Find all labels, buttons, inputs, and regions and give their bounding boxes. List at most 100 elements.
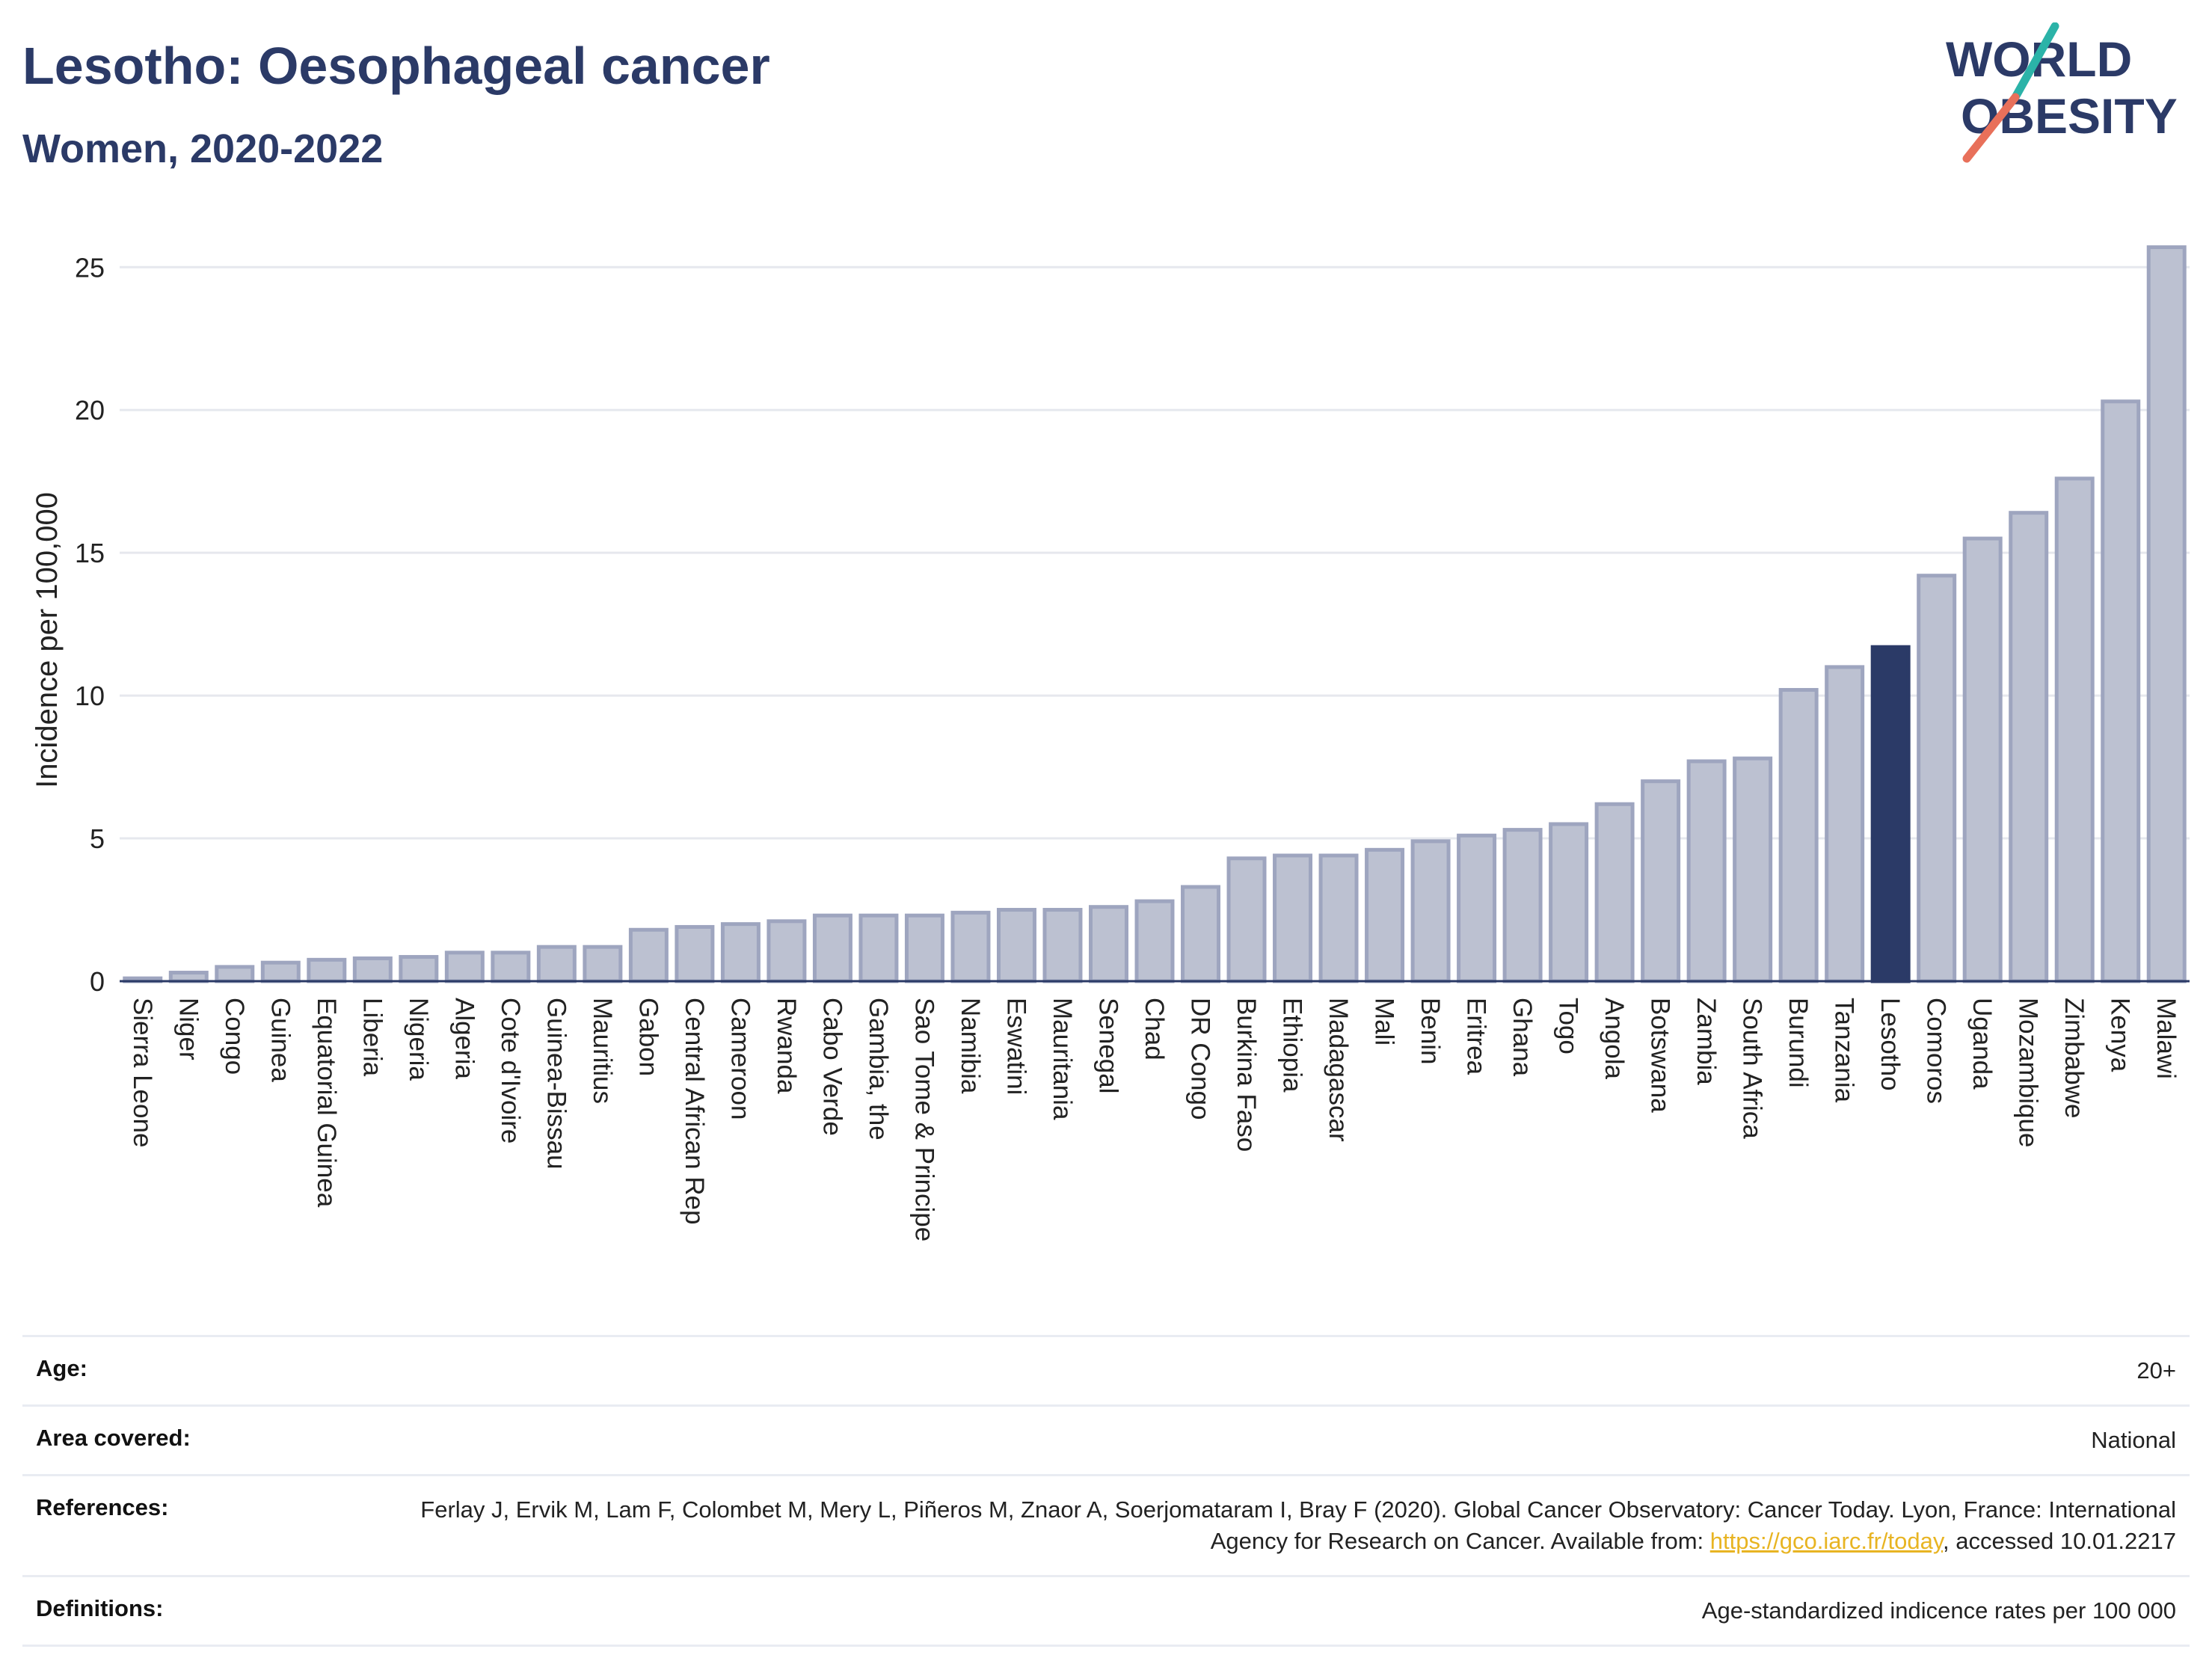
x-tick-label: Burundi bbox=[1784, 998, 1813, 1088]
bar-mauritania bbox=[1042, 908, 1083, 983]
y-axis-ticks: 0 5 10 15 20 25 bbox=[75, 252, 105, 997]
bar-congo bbox=[215, 965, 255, 983]
x-tick-label: Central African Rep bbox=[680, 998, 709, 1224]
bar-botswana bbox=[1641, 779, 1681, 983]
meta-value: Ferlay J, Ervik M, Lam F, Colombet M, Me… bbox=[419, 1494, 2176, 1557]
bars bbox=[123, 245, 2187, 983]
x-tick-label: DR Congo bbox=[1186, 998, 1215, 1120]
x-tick-label: Niger bbox=[173, 998, 203, 1060]
x-tick-label: Benin bbox=[1416, 998, 1445, 1065]
x-tick-label: Ethiopia bbox=[1278, 998, 1307, 1093]
x-tick-label: Guinea-Bissau bbox=[541, 998, 571, 1170]
bar-comoros bbox=[1917, 574, 1957, 983]
bar-cabo-verde bbox=[812, 913, 852, 983]
meta-key: Area covered: bbox=[36, 1425, 191, 1451]
x-tick-label: Chad bbox=[1140, 998, 1169, 1060]
meta-key: References: bbox=[36, 1494, 169, 1520]
bar-madagascar bbox=[1318, 853, 1359, 983]
y-tick-label: 5 bbox=[90, 823, 105, 854]
bar-chad bbox=[1134, 899, 1175, 983]
x-tick-label: Rwanda bbox=[772, 998, 801, 1094]
meta-row-references: References: Ferlay J, Ervik M, Lam F, Co… bbox=[22, 1474, 2190, 1575]
bar-zambia bbox=[1686, 759, 1727, 983]
bar-ethiopia bbox=[1273, 853, 1313, 983]
y-axis-title: Incidence per 100,000 bbox=[31, 492, 64, 788]
bar-eritrea bbox=[1457, 833, 1497, 983]
logo-red-slash bbox=[1962, 93, 2020, 163]
x-tick-label: Zimbabwe bbox=[2059, 998, 2089, 1118]
bar-burkina-faso bbox=[1226, 856, 1267, 983]
bar-kenya bbox=[2101, 399, 2141, 983]
reference-link[interactable]: https://gco.iarc.fr/today bbox=[1709, 1528, 1944, 1554]
x-tick-label: Burkina Faso bbox=[1232, 998, 1261, 1152]
bar-namibia bbox=[950, 910, 991, 983]
x-tick-label: Lesotho bbox=[1875, 998, 1905, 1091]
bar-tanzania bbox=[1825, 665, 1865, 983]
x-tick-label: Gambia, the bbox=[864, 998, 893, 1140]
bar-lesotho bbox=[1870, 645, 1911, 983]
x-tick-label: Cameroon bbox=[725, 998, 755, 1120]
bar-uganda bbox=[1962, 536, 2003, 983]
x-tick-label: Cote d'Ivoire bbox=[496, 998, 525, 1143]
bar-gabon bbox=[628, 927, 669, 983]
bar-ghana bbox=[1502, 828, 1543, 983]
bar-guinea bbox=[260, 960, 301, 983]
x-tick-label: Ghana bbox=[1508, 998, 1537, 1077]
x-tick-label: Sao Tome & Principe bbox=[909, 998, 938, 1241]
x-tick-label: Liberia bbox=[357, 998, 387, 1077]
chart-subtitle: Women, 2020-2022 bbox=[22, 126, 384, 171]
bar-equatorial-guinea bbox=[307, 957, 347, 983]
bar-malawi bbox=[2146, 245, 2187, 983]
meta-key: Definitions: bbox=[36, 1595, 164, 1621]
bar-burundi bbox=[1778, 687, 1819, 983]
x-tick-label: Nigeria bbox=[404, 998, 433, 1081]
x-tick-label: Eritrea bbox=[1462, 998, 1491, 1075]
bar-senegal bbox=[1088, 905, 1128, 983]
bar-gambia-the bbox=[858, 913, 899, 983]
bar-nigeria bbox=[399, 955, 439, 983]
bar-cameroon bbox=[720, 922, 761, 983]
x-tick-label: Mali bbox=[1370, 998, 1399, 1045]
bar-togo bbox=[1549, 822, 1589, 983]
x-tick-label: Gabon bbox=[633, 998, 663, 1076]
x-tick-label: Mauritania bbox=[1048, 998, 1077, 1120]
bar-rwanda bbox=[766, 919, 807, 983]
y-tick-label: 25 bbox=[75, 252, 105, 283]
x-tick-label: Mauritius bbox=[588, 998, 617, 1104]
x-tick-label: Uganda bbox=[1967, 998, 1997, 1090]
bar-mali bbox=[1365, 847, 1405, 983]
bar-mozambique bbox=[2009, 511, 2049, 983]
meta-value: 20+ bbox=[2136, 1357, 2176, 1384]
bar-chart: 0 5 10 15 20 25 Sierra Leone Niger Congo Guinea E… bbox=[31, 245, 2190, 1241]
bar-zimbabwe bbox=[2054, 476, 2095, 983]
bar-mauritius bbox=[583, 945, 623, 983]
x-tick-label: Equatorial Guinea bbox=[312, 998, 341, 1208]
x-tick-label: Malawi bbox=[2151, 998, 2181, 1079]
bar-south-africa bbox=[1733, 756, 1773, 983]
bar-sao-tome-principe bbox=[904, 913, 944, 983]
x-tick-label: Congo bbox=[220, 998, 249, 1075]
meta-value: Age-standardized indicence rates per 100… bbox=[1701, 1597, 2176, 1624]
x-tick-label: Algeria bbox=[449, 998, 479, 1079]
meta-row-age: Age: 20+ bbox=[22, 1335, 2190, 1404]
bar-cote-d-ivoire bbox=[491, 951, 531, 983]
y-tick-label: 15 bbox=[75, 538, 105, 568]
bar-guinea-bissau bbox=[536, 945, 577, 983]
y-tick-label: 0 bbox=[90, 966, 105, 997]
reference-text: Ferlay J, Ervik M, Lam F, Colombet M, Me… bbox=[420, 1496, 2176, 1554]
x-tick-label: Mozambique bbox=[2014, 998, 2043, 1147]
x-tick-label: Botswana bbox=[1646, 998, 1675, 1113]
bar-central-african-rep bbox=[675, 924, 715, 983]
bar-eswatini bbox=[996, 908, 1036, 983]
meta-row-area: Area covered: National bbox=[22, 1404, 2190, 1474]
bar-dr-congo bbox=[1181, 885, 1221, 983]
x-tick-label: South Africa bbox=[1738, 998, 1767, 1139]
x-tick-label: Kenya bbox=[2106, 998, 2135, 1072]
x-tick-label: Sierra Leone bbox=[128, 998, 157, 1147]
logo-teal-slash bbox=[2011, 22, 2059, 102]
bar-algeria bbox=[444, 951, 485, 983]
bar-niger bbox=[168, 971, 209, 983]
x-tick-label: Angola bbox=[1600, 998, 1629, 1080]
x-tick-label: Namibia bbox=[956, 998, 985, 1094]
bar-liberia bbox=[352, 956, 393, 983]
